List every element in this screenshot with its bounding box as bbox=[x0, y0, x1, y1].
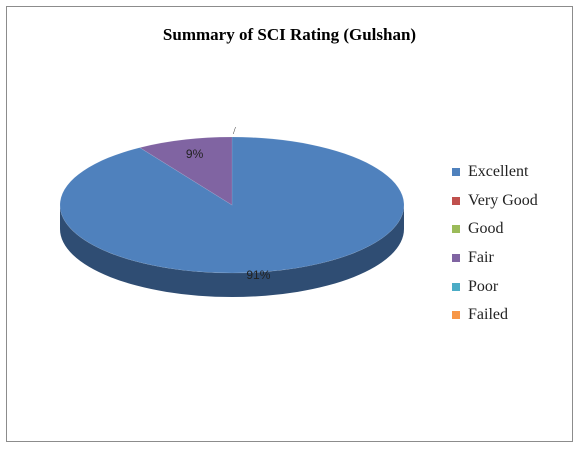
legend-item-fair: Fair bbox=[452, 244, 538, 273]
legend-label-failed: Failed bbox=[468, 306, 508, 324]
legend-item-very-good: Very Good bbox=[452, 187, 538, 216]
legend-label-excellent: Excellent bbox=[468, 163, 529, 181]
legend-swatch-failed bbox=[452, 311, 460, 320]
pie-slice-excellent bbox=[59, 136, 405, 274]
chart-title: Summary of SCI Rating (Gulshan) bbox=[162, 25, 417, 44]
pie-slice-fair bbox=[139, 136, 233, 206]
legend-swatch-poor bbox=[452, 282, 460, 291]
legend-label-good: Good bbox=[468, 220, 504, 238]
data-label-fair: 9% bbox=[186, 147, 204, 161]
legend-label-fair: Fair bbox=[468, 249, 494, 267]
data-label-excellent: 91% bbox=[246, 268, 270, 282]
legend-swatch-excellent bbox=[452, 168, 460, 177]
legend-item-poor: Poor bbox=[452, 272, 538, 301]
legend: Excellent Very Good Good Fair Poor Failed bbox=[452, 158, 538, 330]
pie-side-excellent bbox=[60, 205, 404, 297]
legend-swatch-very-good bbox=[452, 196, 460, 205]
legend-item-good: Good bbox=[452, 215, 538, 244]
legend-swatch-good bbox=[452, 225, 460, 234]
legend-item-excellent: Excellent bbox=[452, 158, 538, 187]
legend-label-very-good: Very Good bbox=[468, 191, 538, 209]
legend-item-failed: Failed bbox=[452, 301, 538, 330]
legend-label-poor: Poor bbox=[468, 277, 499, 295]
legend-swatch-fair bbox=[452, 254, 460, 263]
leader-tick: / bbox=[233, 126, 236, 137]
